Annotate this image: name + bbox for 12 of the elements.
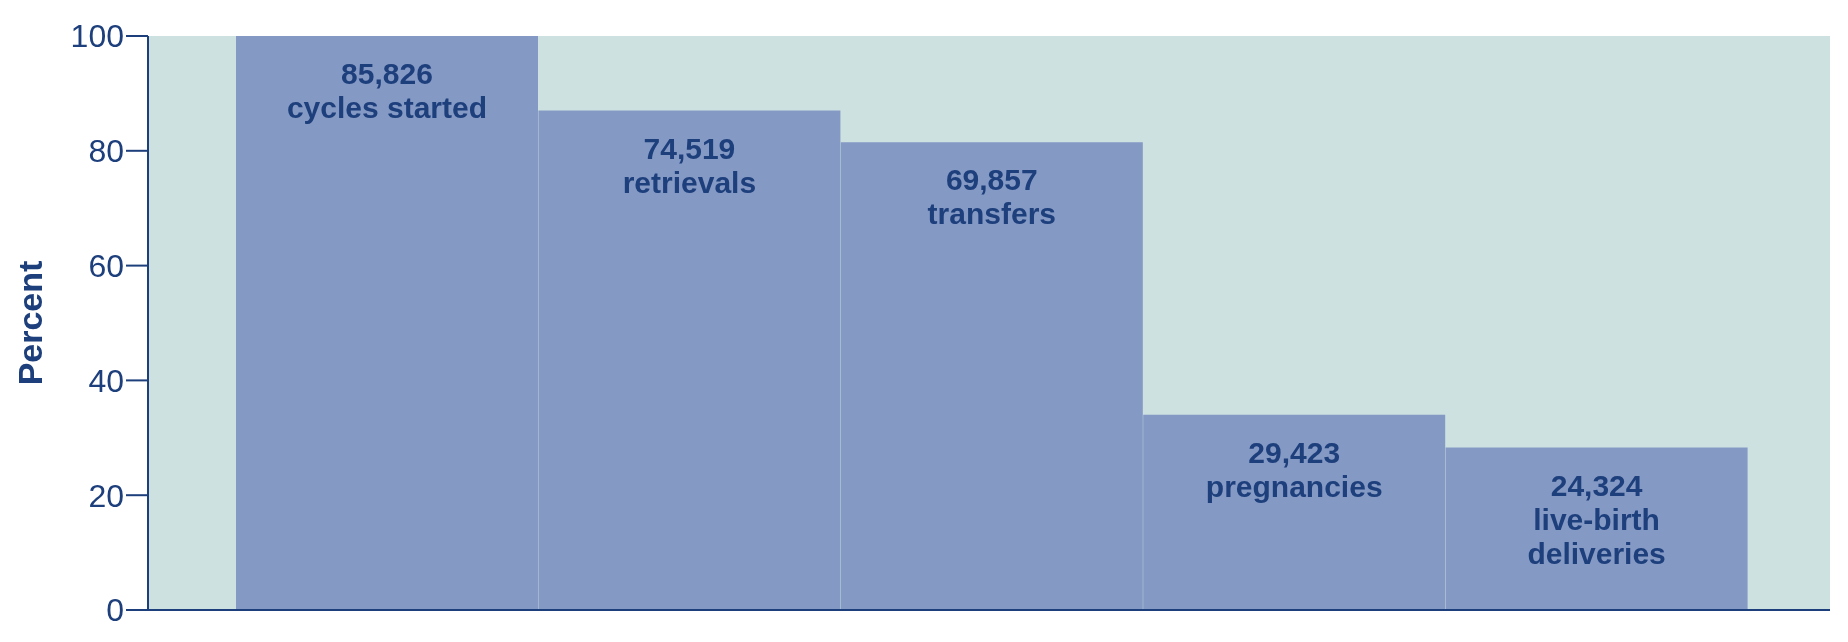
annotation: 29,423 pregnancies <box>1205 435 1383 503</box>
annotation: 74,519 retrievals <box>622 131 757 199</box>
y-tick-label: 40 <box>88 362 124 399</box>
y-tick-label: 100 <box>70 18 124 55</box>
y-tick-label: 20 <box>88 477 124 514</box>
y-tick-label: 0 <box>106 592 124 629</box>
annotation: 24,324 live-birth deliveries <box>1527 468 1666 570</box>
annotation: 85,826 cycles started <box>286 57 488 124</box>
y-axis-title: Percent <box>11 260 50 386</box>
y-tick-label: 80 <box>88 133 124 170</box>
y-tick-label: 60 <box>88 247 124 284</box>
annotation: 69,857 transfers <box>927 163 1056 231</box>
